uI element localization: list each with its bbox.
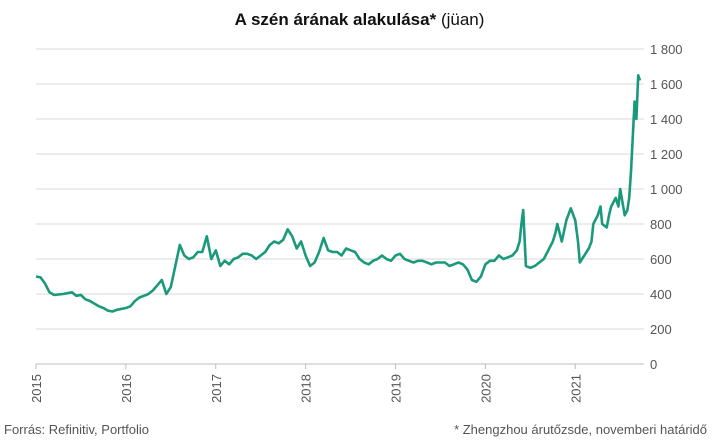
y-tick-label: 800 xyxy=(650,217,672,232)
x-tick-label: 2021 xyxy=(568,374,583,403)
chart-title-unit: (jüan) xyxy=(440,10,485,29)
y-tick-label: 200 xyxy=(650,322,672,337)
y-axis-ticks: 0 200 400 600 800 1 000 1 200 1 400 1 600 1 800 xyxy=(650,42,683,372)
x-tick-label: 2015 xyxy=(29,374,44,403)
y-tick-label: 600 xyxy=(650,252,672,267)
source-note: Forrás: Refinitiv, Portfolio xyxy=(4,422,149,437)
x-tick-label: 2016 xyxy=(119,374,134,403)
y-tick-label: 1 000 xyxy=(650,182,683,197)
x-tick-label: 2019 xyxy=(389,374,404,403)
footnote: * Zhengzhou árutőzsde, novemberi határid… xyxy=(454,422,707,437)
y-tick-label: 1 800 xyxy=(650,42,683,57)
y-tick-label: 0 xyxy=(650,357,657,372)
y-tick-label: 1 600 xyxy=(650,77,683,92)
x-tick-label: 2017 xyxy=(209,374,224,403)
x-axis-ticks: 2015 2016 2017 2018 2019 2020 2021 xyxy=(29,364,583,403)
chart-title-main: A szén árának alakulása* xyxy=(234,10,437,29)
y-tick-label: 1 200 xyxy=(650,147,683,162)
x-tick-label: 2018 xyxy=(299,374,314,403)
grid-lines xyxy=(36,48,644,365)
chart-title: A szén árának alakulása* (jüan) xyxy=(0,10,719,30)
x-tick-label: 2020 xyxy=(478,374,493,403)
y-tick-label: 400 xyxy=(650,287,672,302)
series-line-coal-price xyxy=(35,74,642,313)
y-tick-label: 1 400 xyxy=(650,112,683,127)
